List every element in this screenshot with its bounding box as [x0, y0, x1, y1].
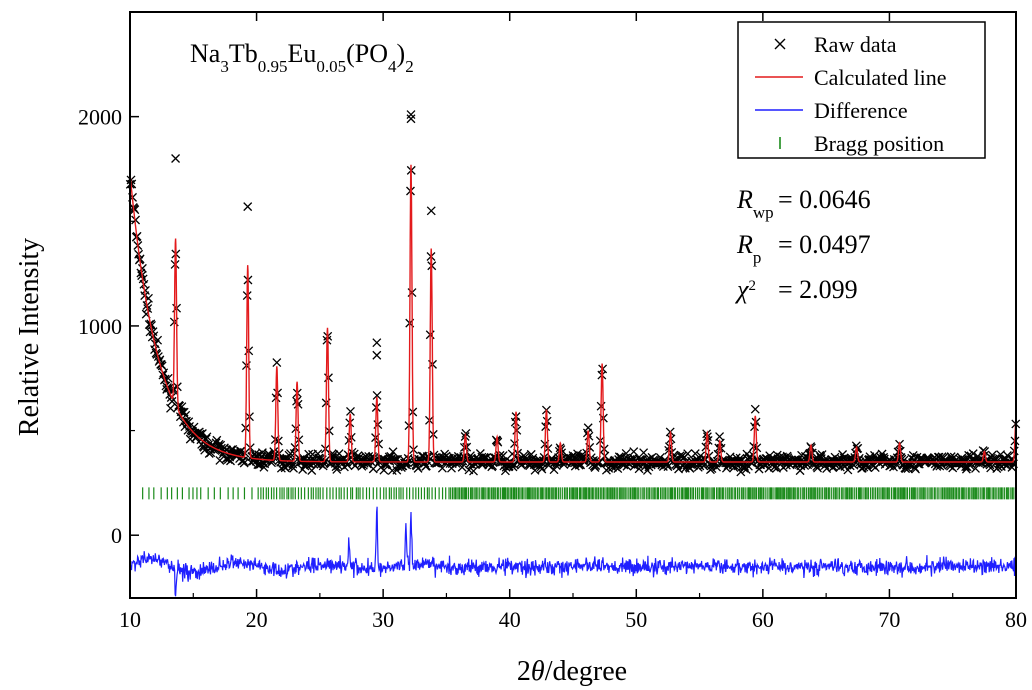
- raw-data-point-819: [747, 458, 757, 468]
- raw-data-point-1167: [406, 110, 416, 120]
- raw-data-point-119: [216, 440, 226, 450]
- x-tick-label: 50: [625, 607, 647, 632]
- bragg-positions-layer: [142, 487, 1017, 500]
- raw-data-point-193: [272, 358, 282, 368]
- raw-data-point-65: [175, 401, 185, 411]
- compound-formula: Na3Tb0.95Eu0.05(PO4)2: [190, 39, 414, 76]
- raw-data-point-1173: [171, 154, 181, 163]
- fit-stat-1: Rp: [736, 230, 761, 267]
- x-tick-label: 70: [878, 607, 900, 632]
- x-tick-label: 40: [499, 607, 521, 632]
- y-tick-label: 0: [111, 523, 122, 548]
- raw-data-point-1168: [406, 114, 416, 124]
- raw-data-point-132: [226, 456, 235, 466]
- raw-data-point-189: [269, 447, 279, 457]
- raw-data-point-176: [259, 462, 269, 472]
- raw-data-point-290: [346, 406, 355, 416]
- y-tick-label: 2000: [78, 105, 122, 130]
- raw-data-point-971: [863, 463, 873, 473]
- fit-stat-2: χ2: [734, 275, 756, 304]
- raw-data-point-734: [683, 449, 693, 459]
- raw-data-point-7: [131, 215, 141, 225]
- legend-label: Calculated line: [814, 65, 947, 90]
- raw-data-point-334: [379, 465, 389, 475]
- x-tick-label: 60: [752, 607, 774, 632]
- legend-swatch: [774, 38, 786, 50]
- raw-data-point-74: [181, 416, 191, 426]
- fit-stat-value-0: = 0.0646: [778, 185, 871, 214]
- raw-data-point-411: [437, 463, 447, 473]
- legend: Raw data Calculated line Difference Bragg p…: [737, 21, 986, 159]
- raw-data-point-653: [621, 448, 631, 458]
- legend-item-1: Calculated line: [755, 65, 947, 90]
- y-tick-label: 1000: [78, 314, 122, 339]
- raw-data-point-53: [166, 403, 175, 413]
- legend-item-2: Difference: [755, 98, 908, 123]
- difference-line: [129, 506, 1017, 597]
- raw-data-point-6: [130, 205, 140, 215]
- raw-data-point-823: [750, 404, 760, 414]
- raw-data-point-561: [551, 461, 561, 471]
- legend-label: Difference: [814, 98, 908, 123]
- fit-stat-value-2: = 2.099: [778, 275, 858, 304]
- raw-data-point-663: [629, 447, 639, 457]
- raw-data-point-346: [388, 447, 398, 457]
- raw-data-point-363: [401, 458, 411, 468]
- raw-data-point-211: [286, 449, 295, 458]
- raw-data-point-1172: [426, 206, 436, 216]
- raw-data-point-477: [488, 461, 497, 471]
- legend-item-3: Bragg position: [779, 131, 944, 156]
- fit-statistics: Rwp = 0.0646 Rp = 0.0497 χ2 = 2.099: [734, 185, 871, 304]
- legend-label: Bragg position: [814, 131, 944, 156]
- raw-data-point-98: [200, 445, 210, 455]
- x-tick-label: 30: [372, 607, 394, 632]
- raw-data-point-1171: [243, 202, 253, 212]
- x-tick-label: 10: [119, 607, 141, 632]
- calculated-line: [129, 164, 1017, 463]
- raw-data-point-101: [202, 432, 212, 442]
- legend-label: Raw data: [814, 32, 897, 57]
- raw-data-point-325: [372, 391, 382, 400]
- x-axis-title: 2θ/degree: [517, 656, 627, 687]
- raw-data-point-149: [238, 456, 248, 466]
- raw-data-point-1170: [372, 350, 382, 360]
- raw-data-point-945: [843, 465, 853, 475]
- raw-data-point-20: [140, 286, 150, 295]
- raw-data-point-558: [549, 465, 559, 475]
- raw-data-point-452: [469, 466, 478, 476]
- raw-data-point-956: [851, 441, 861, 451]
- raw-data-point-95: [197, 429, 207, 438]
- fit-stat-0: Rwp: [736, 185, 774, 222]
- raw-data-point-379: [413, 463, 423, 473]
- axis-ticks: 10 20 30 40 50 60 70 80 0 1000 2000: [78, 12, 1027, 632]
- raw-data-point-1169: [372, 338, 382, 348]
- raw-data-point-442: [461, 428, 471, 438]
- raw-data-point-603: [583, 423, 593, 433]
- raw-data-point-543: [538, 458, 548, 468]
- raw-data-layer: [125, 110, 1021, 477]
- raw-data-point-661: [627, 456, 637, 466]
- raw-data-point-16: [137, 263, 147, 273]
- fit-stat-value-1: = 0.0497: [778, 230, 871, 259]
- x-tick-label: 20: [246, 607, 268, 632]
- legend-item-0: Raw data: [774, 32, 897, 57]
- x-tick-label: 80: [1005, 607, 1027, 632]
- y-axis-title: Relative Intensity: [14, 238, 45, 436]
